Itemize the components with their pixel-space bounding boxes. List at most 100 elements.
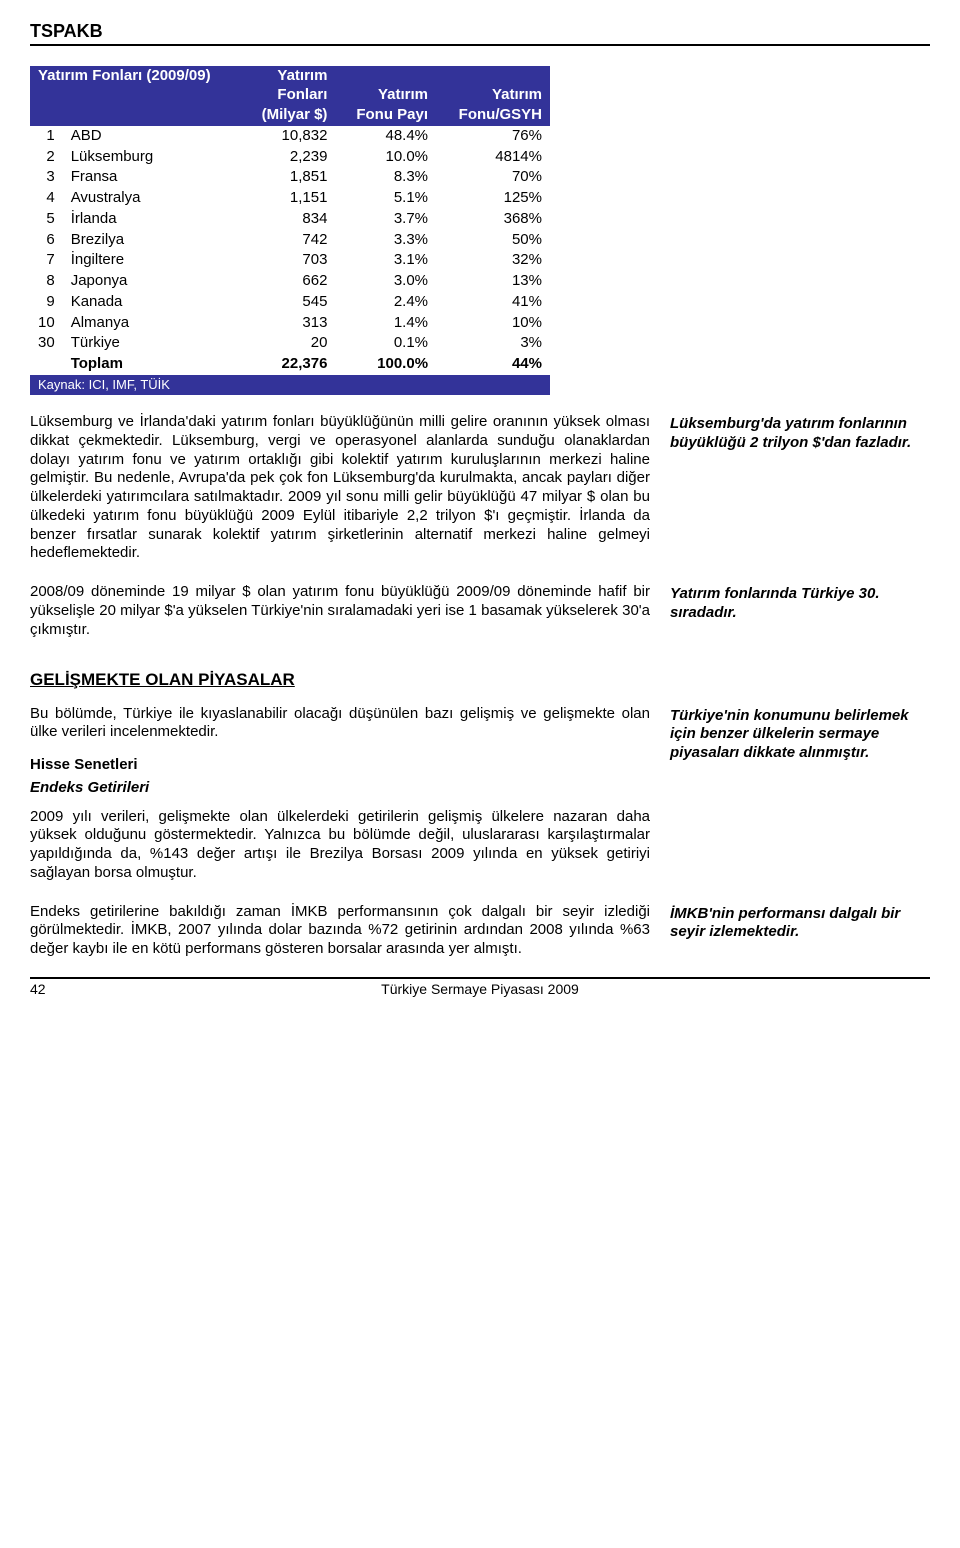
cell-rank: 4 (30, 188, 63, 209)
cell-country: ABD (63, 126, 242, 147)
section-heading: GELİŞMEKTE OLAN PİYASALAR (30, 669, 930, 690)
table-row: 5İrlanda8343.7%368% (30, 209, 550, 230)
footer-title: Türkiye Sermaye Piyasası 2009 (70, 981, 890, 999)
cell-country: Lüksemburg (63, 147, 242, 168)
cell-value: 662 (242, 271, 336, 292)
cell-value: 3.3% (335, 230, 436, 251)
cell-value: 1.4% (335, 313, 436, 334)
cell-rank: 1 (30, 126, 63, 147)
cell-country: Fransa (63, 167, 242, 188)
cell-value: 48.4% (335, 126, 436, 147)
table-row: 9Kanada5452.4%41% (30, 292, 550, 313)
cell-total-label: Toplam (63, 354, 242, 375)
page-header: TSPAKB (30, 20, 930, 46)
cell-value: 10.0% (335, 147, 436, 168)
cell-country: İrlanda (63, 209, 242, 230)
body-paragraph: 2008/09 döneminde 19 milyar $ olan yatır… (30, 583, 650, 639)
page-footer: 42 Türkiye Sermaye Piyasası 2009 (30, 977, 930, 999)
cell-rank: 6 (30, 230, 63, 251)
table-row: 8Japonya6623.0%13% (30, 271, 550, 292)
table-row: 2Lüksemburg2,23910.0%4814% (30, 147, 550, 168)
table-row: 4Avustralya1,1515.1%125% (30, 188, 550, 209)
table-row-total: Toplam22,376100.0%44% (30, 354, 550, 375)
body-paragraph: Endeks getirilerine bakıldığı zaman İMKB… (30, 903, 650, 959)
cell-value: 1,151 (242, 188, 336, 209)
investment-funds-table: Yatırım Fonları (2009/09) Yatırım Fonlar… (30, 66, 550, 396)
table-row: 30Türkiye200.1%3% (30, 333, 550, 354)
cell-value: 313 (242, 313, 336, 334)
cell-value: 13% (436, 271, 550, 292)
cell-value: 3.0% (335, 271, 436, 292)
table-head-cell (30, 106, 242, 126)
cell-rank: 9 (30, 292, 63, 313)
cell-country: İngiltere (63, 250, 242, 271)
cell-rank: 7 (30, 250, 63, 271)
cell-value: 5.1% (335, 188, 436, 209)
cell-value: 20 (242, 333, 336, 354)
cell-country: Brezilya (63, 230, 242, 251)
cell-value: 8.3% (335, 167, 436, 188)
cell-value: 2,239 (242, 147, 336, 168)
cell-rank: 2 (30, 147, 63, 168)
cell-rank: 10 (30, 313, 63, 334)
cell-value: 22,376 (242, 354, 336, 375)
cell-value: 703 (242, 250, 336, 271)
table-head-cell: Yatırım (335, 85, 436, 106)
cell-country: Japonya (63, 271, 242, 292)
table-row: 7İngiltere7033.1%32% (30, 250, 550, 271)
cell-value: 44% (436, 354, 550, 375)
cell-value: 4814% (436, 147, 550, 168)
cell-blank (30, 354, 63, 375)
margin-note: İMKB'nin performansı dalgalı bir seyir i… (670, 903, 930, 959)
body-paragraph: Bu bölümde, Türkiye ile kıyaslanabilir o… (30, 705, 650, 743)
cell-value: 10% (436, 313, 550, 334)
table-head-cell: (Milyar $) (242, 106, 336, 126)
cell-value: 1,851 (242, 167, 336, 188)
cell-value: 2.4% (335, 292, 436, 313)
cell-country: Avustralya (63, 188, 242, 209)
table-head-cell: Fonları (242, 85, 336, 106)
cell-value: 3.1% (335, 250, 436, 271)
body-paragraph: Lüksemburg ve İrlanda'daki yatırım fonla… (30, 413, 650, 563)
cell-value: 742 (242, 230, 336, 251)
cell-value: 368% (436, 209, 550, 230)
cell-rank: 3 (30, 167, 63, 188)
table-head-cell: Fonu Payı (335, 106, 436, 126)
cell-value: 3% (436, 333, 550, 354)
sub-heading: Hisse Senetleri (30, 756, 650, 775)
cell-country: Türkiye (63, 333, 242, 354)
table-row: 10Almanya3131.4%10% (30, 313, 550, 334)
cell-value: 125% (436, 188, 550, 209)
cell-rank: 30 (30, 333, 63, 354)
cell-country: Almanya (63, 313, 242, 334)
margin-note: Yatırım fonlarında Türkiye 30. sıradadır… (670, 583, 930, 639)
cell-value: 70% (436, 167, 550, 188)
cell-value: 41% (436, 292, 550, 313)
page-number: 42 (30, 981, 70, 999)
cell-value: 32% (436, 250, 550, 271)
cell-country: Kanada (63, 292, 242, 313)
table-head-cell: Fonu/GSYH (436, 106, 550, 126)
cell-value: 100.0% (335, 354, 436, 375)
table-head-cell (30, 85, 242, 106)
table-row: 1ABD10,83248.4%76% (30, 126, 550, 147)
cell-value: 10,832 (242, 126, 336, 147)
cell-value: 50% (436, 230, 550, 251)
table-row: 6Brezilya7423.3%50% (30, 230, 550, 251)
body-paragraph: 2009 yılı verileri, gelişmekte olan ülke… (30, 808, 650, 883)
cell-value: 0.1% (335, 333, 436, 354)
cell-source: Kaynak: ICI, IMF, TÜİK (30, 375, 550, 395)
table-head-cell (335, 66, 436, 86)
table-row: 3Fransa1,8518.3%70% (30, 167, 550, 188)
table-head-cell: Yatırım (436, 85, 550, 106)
table-title: Yatırım Fonları (2009/09) (30, 66, 242, 86)
cell-value: 76% (436, 126, 550, 147)
cell-value: 545 (242, 292, 336, 313)
cell-value: 834 (242, 209, 336, 230)
table-row-source: Kaynak: ICI, IMF, TÜİK (30, 375, 550, 395)
cell-rank: 5 (30, 209, 63, 230)
sub-heading-italic: Endeks Getirileri (30, 779, 650, 798)
margin-note: Lüksemburg'da yatırım fonlarının büyüklü… (670, 413, 930, 563)
cell-rank: 8 (30, 271, 63, 292)
margin-note: Türkiye'nin konumunu belirlemek için ben… (670, 705, 930, 883)
